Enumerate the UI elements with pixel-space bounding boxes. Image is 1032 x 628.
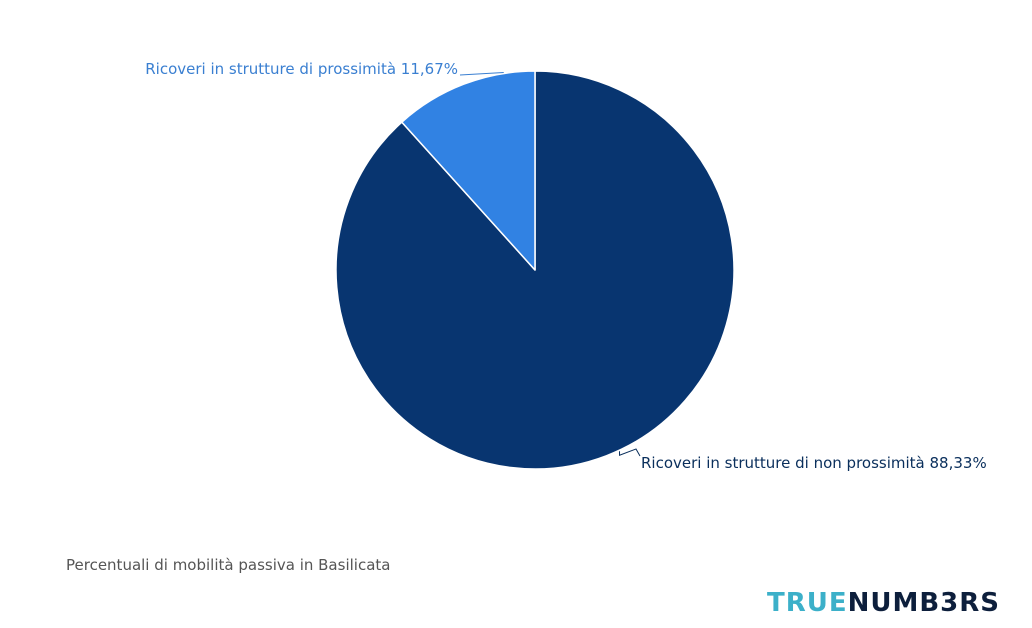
label-leader-line-0 [619,448,641,457]
truenumbers-logo: TRUENUMB3RS [767,588,1000,618]
chart-caption: Percentuali di mobilità passiva in Basil… [66,556,391,574]
label-leader-line-1 [459,71,504,76]
slice-label-1: Ricoveri in strutture di prossimità 11,6… [145,60,458,78]
logo-part-true: TRUE [766,588,848,618]
logo-part-numbers: NUMB3RS [847,588,1000,618]
pie-slice-1 [401,70,536,271]
slice-label-0: Ricoveri in strutture di non prossimità … [641,454,987,472]
